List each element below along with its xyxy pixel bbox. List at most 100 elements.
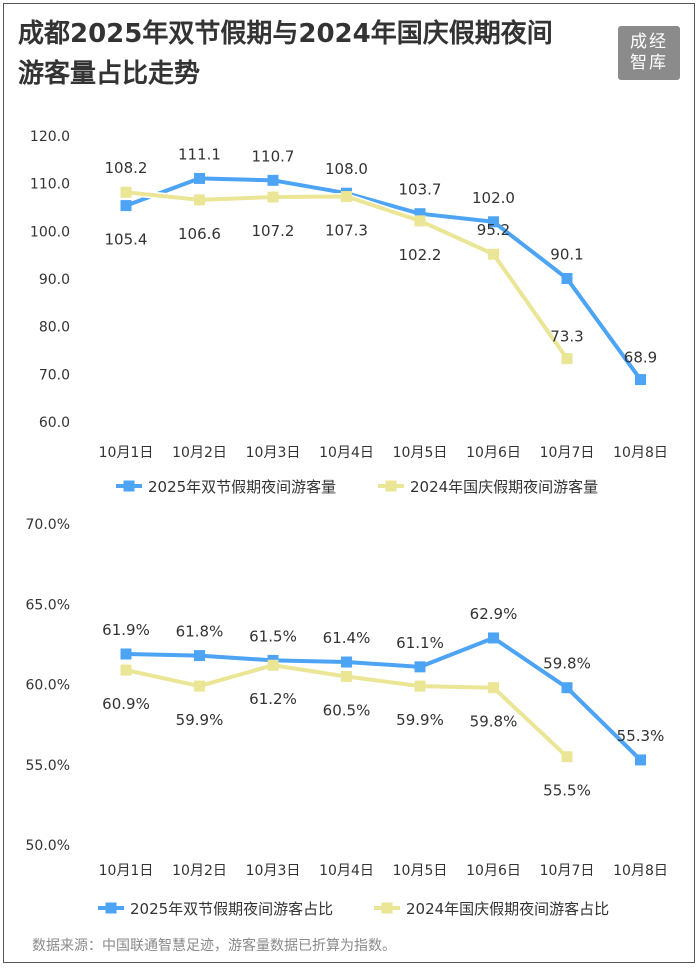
y-tick-label: 70.0 [39,367,70,383]
series-line [124,635,643,762]
data-point-marker [341,656,352,668]
data-label: 107.3 [325,222,368,240]
legend-label: 2024年国庆假期夜间游客量 [410,478,598,496]
series-line [124,176,643,382]
data-point-marker [488,632,499,644]
data-point-marker [414,215,426,227]
data-label: 59.9% [396,711,444,729]
figure-frame [3,3,695,963]
x-tick-label: 10月1日 [99,863,154,879]
data-label: 107.2 [252,222,295,240]
data-point-marker [488,682,499,694]
y-tick-label: 70.0% [26,517,70,533]
y-tick-label: 60.0 [39,415,70,431]
legend-swatch-marker [105,902,117,914]
data-point-marker [414,661,426,673]
data-label: 103.7 [399,181,442,199]
data-point-marker [561,751,573,763]
data-label: 61.2% [249,690,297,708]
data-label: 73.3 [550,328,583,346]
data-point-marker [267,191,279,203]
y-tick-label: 65.0% [26,597,70,613]
data-point-marker [561,353,573,365]
data-point-marker [194,194,205,206]
y-tick-label: 60.0% [26,678,70,694]
data-point-marker [635,754,646,766]
figure-title: 成都2025年双节假期与2024年国庆假期夜间游客量占比走势 [18,19,553,89]
data-label: 61.1% [396,634,444,652]
y-tick-label: 90.0 [39,272,70,288]
data-label: 61.5% [249,627,297,645]
data-point-marker [414,680,426,692]
data-label: 61.9% [102,621,150,639]
data-label: 108.0 [325,160,368,178]
series-line [124,190,569,361]
y-tick-label: 120.0 [30,129,70,145]
data-point-marker [561,273,573,285]
data-label: 108.2 [105,159,148,177]
y-tick-label: 80.0 [39,320,70,336]
x-tick-label: 10月7日 [540,863,595,879]
legend-swatch-marker [123,480,135,492]
data-label: 62.9% [470,605,518,623]
x-tick-label: 10月7日 [540,445,595,461]
data-label: 105.4 [105,231,148,249]
data-point-marker [488,248,499,260]
data-point-marker [561,682,573,694]
x-tick-label: 10月6日 [466,445,521,461]
data-label: 95.2 [477,221,510,239]
brand-logo: 成经智库 [618,26,680,80]
legend-swatch-marker [385,480,397,492]
data-point-marker [414,208,426,220]
data-point-marker [267,174,279,186]
y-tick-label: 50.0% [26,838,70,854]
x-tick-label: 10月2日 [172,445,227,461]
data-label: 90.1 [550,246,583,264]
series-line-halo [122,188,571,363]
brand-logo-text: 成经智库 [630,32,668,73]
data-point-marker [120,648,132,660]
legend-label: 2024年国庆假期夜间游客占比 [406,900,609,918]
x-tick-label: 10月8日 [613,863,668,879]
data-point-marker [267,659,279,671]
data-label: 60.5% [323,701,371,719]
x-tick-label: 10月5日 [393,445,448,461]
x-tick-label: 10月1日 [99,445,154,461]
data-label: 59.8% [470,713,518,731]
data-label: 111.1 [178,145,221,163]
data-label: 59.9% [176,711,224,729]
data-label: 60.9% [102,695,150,713]
data-label: 68.9 [624,349,657,367]
data-label: 55.3% [617,727,665,745]
y-tick-label: 100.0 [30,224,70,240]
data-point-marker [120,664,132,676]
data-point-marker [341,191,352,203]
legend-label: 2025年双节假期夜间游客占比 [130,900,333,918]
x-tick-label: 10月8日 [613,445,668,461]
data-point-marker [194,172,205,184]
data-label: 106.6 [178,225,221,243]
x-tick-label: 10月4日 [319,863,374,879]
data-point-marker [194,650,205,662]
y-tick-label: 110.0 [30,177,70,193]
data-point-marker [635,374,646,386]
x-tick-label: 10月3日 [246,863,301,879]
data-point-marker [120,200,132,212]
x-tick-label: 10月2日 [172,863,227,879]
data-label: 102.0 [472,189,515,207]
data-point-marker [120,186,132,198]
data-point-marker [194,680,205,692]
x-tick-label: 10月3日 [246,445,301,461]
x-tick-label: 10月4日 [319,445,374,461]
data-label: 61.8% [176,623,224,641]
x-tick-label: 10月6日 [466,863,521,879]
data-label: 102.2 [399,246,442,264]
data-label: 59.8% [543,655,591,673]
data-point-marker [341,670,352,682]
data-point-marker [488,216,499,228]
y-tick-label: 55.0% [26,758,70,774]
legend-label: 2025年双节假期夜间游客量 [148,478,336,496]
data-label: 55.5% [543,782,591,800]
data-label: 110.7 [252,147,295,165]
